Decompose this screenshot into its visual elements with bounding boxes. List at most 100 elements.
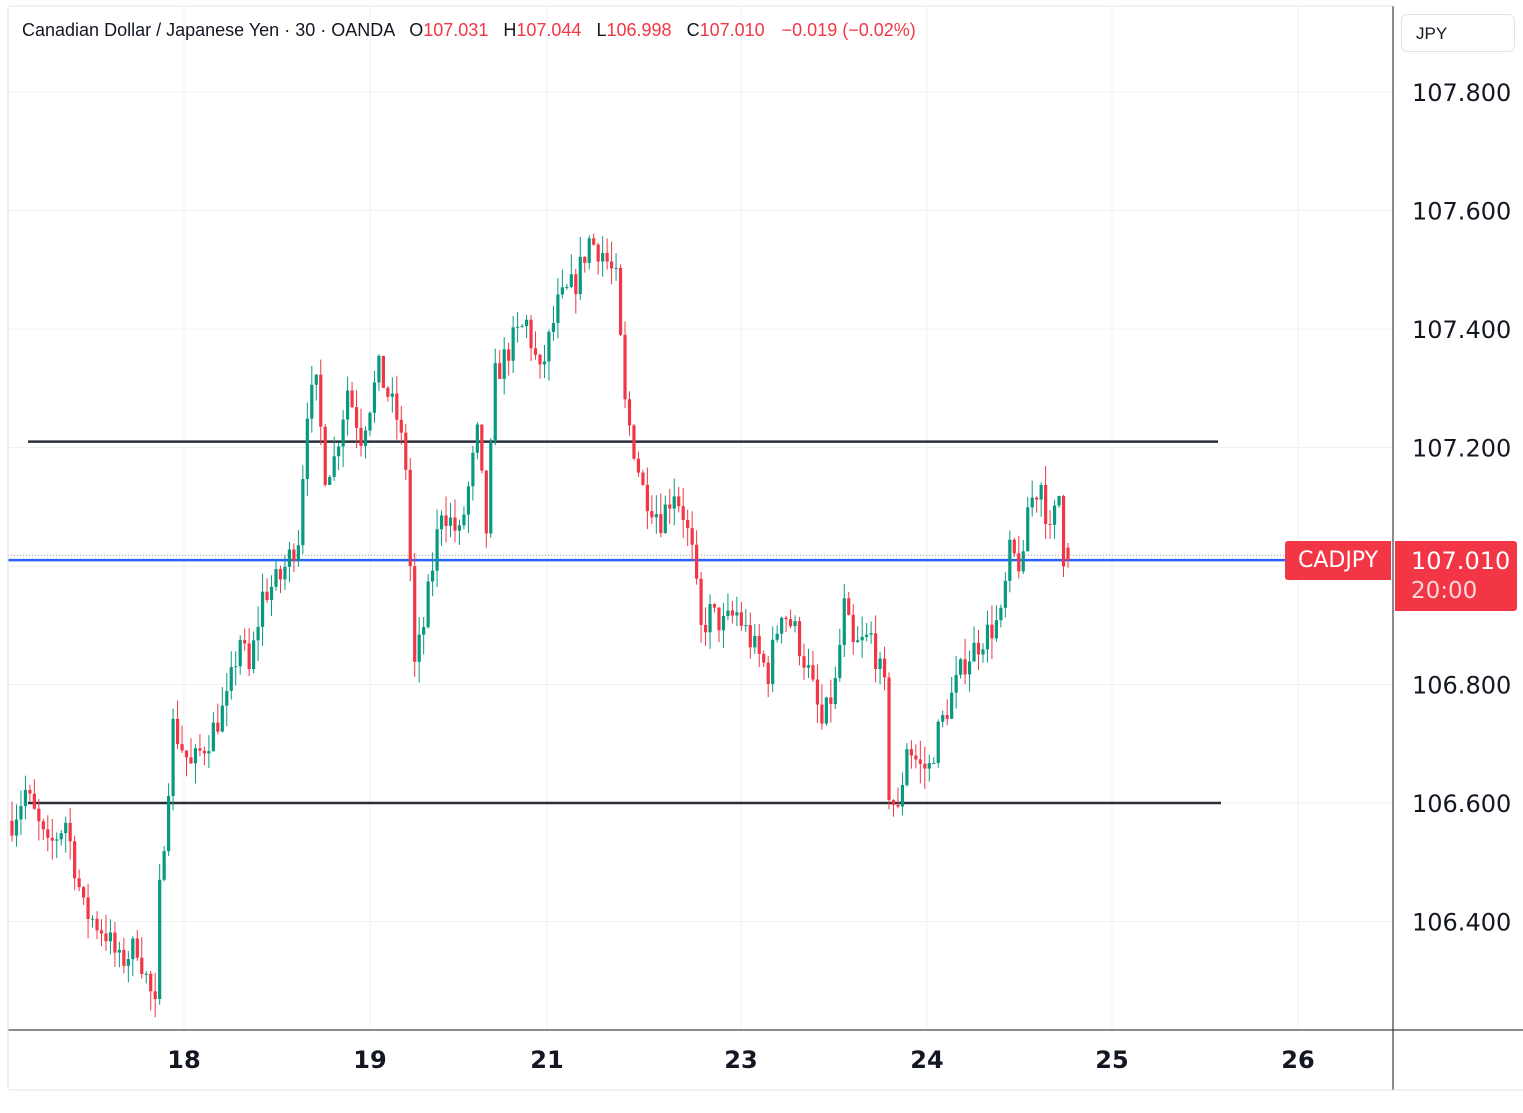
candle xyxy=(1066,543,1070,568)
candle-body xyxy=(856,640,860,642)
candle-body xyxy=(851,614,855,642)
candle-body xyxy=(511,327,515,361)
candle-body xyxy=(636,458,641,473)
candle-body xyxy=(578,256,582,295)
candle xyxy=(824,696,828,726)
candle-body xyxy=(23,789,28,807)
y-axis-labels: 107.800 107.600 107.400 107.200 106.800 106.6… xyxy=(1412,79,1511,937)
candle xyxy=(216,703,220,735)
candle xyxy=(592,233,596,246)
candle xyxy=(431,552,435,597)
candle-body xyxy=(847,598,851,615)
candle xyxy=(882,646,887,691)
candle xyxy=(247,628,251,676)
candle xyxy=(636,451,641,477)
open-value: 107.031 xyxy=(423,20,489,40)
candle-body xyxy=(162,851,166,880)
candle xyxy=(37,798,41,841)
candle-body xyxy=(37,808,41,822)
candle xyxy=(569,254,573,289)
candle-body xyxy=(820,704,824,724)
candle-body xyxy=(247,643,251,670)
candle-body xyxy=(229,667,233,691)
candle-body xyxy=(882,658,887,678)
candle xyxy=(820,684,824,730)
candle-body xyxy=(703,624,708,633)
candle-body xyxy=(238,640,242,667)
currency-button[interactable]: JPY xyxy=(1401,14,1515,52)
candle xyxy=(842,584,846,658)
candle-body xyxy=(838,644,842,678)
candle xyxy=(386,385,390,402)
x-axis-labels: 18 19 21 23 24 25 26 xyxy=(167,1046,1314,1074)
candle-body xyxy=(498,363,502,379)
candle xyxy=(435,509,439,587)
candle-body xyxy=(55,839,59,841)
candle-body xyxy=(923,763,927,769)
candle xyxy=(744,609,748,632)
candle xyxy=(618,264,623,337)
candle xyxy=(453,499,457,543)
candle-body xyxy=(802,656,806,668)
candle-body xyxy=(627,399,632,426)
candle xyxy=(1030,480,1034,517)
candle-body xyxy=(1044,484,1048,524)
candle xyxy=(659,493,663,538)
candle-body xyxy=(936,721,940,763)
candle-body xyxy=(484,470,488,534)
candle-body xyxy=(967,661,972,675)
chart-grid xyxy=(8,6,1393,1030)
candle xyxy=(1021,540,1025,575)
candle xyxy=(1035,496,1039,513)
candle-body xyxy=(547,331,551,362)
candle-body xyxy=(243,640,247,644)
candle-body xyxy=(824,697,828,724)
candle xyxy=(337,442,341,471)
candle xyxy=(1057,495,1061,509)
candle-body xyxy=(887,677,891,801)
candle xyxy=(507,342,511,376)
candle-body xyxy=(918,759,922,764)
candle-body xyxy=(583,256,587,263)
candle-body xyxy=(408,469,412,567)
candle xyxy=(1039,482,1043,517)
candle xyxy=(793,615,797,633)
candle-body xyxy=(202,750,207,754)
candle-body xyxy=(793,621,797,627)
candle xyxy=(596,242,600,275)
candle-body xyxy=(475,424,479,453)
candle-body xyxy=(345,390,350,420)
candle-body xyxy=(784,617,788,620)
candle xyxy=(390,377,394,413)
candle xyxy=(131,936,135,977)
candle xyxy=(10,801,14,842)
candle-body xyxy=(216,722,220,732)
candle-body xyxy=(596,244,600,262)
y-tick-label: 107.200 xyxy=(1412,435,1511,463)
candle xyxy=(323,423,327,487)
candle-body xyxy=(623,334,627,400)
candle-body xyxy=(601,252,605,262)
candle xyxy=(739,601,743,631)
candle-body xyxy=(439,515,444,530)
candle-body xyxy=(699,578,703,625)
candle xyxy=(574,268,578,314)
candle xyxy=(721,603,726,649)
candle-body xyxy=(90,918,95,920)
y-tick-label: 107.800 xyxy=(1412,79,1511,107)
candle xyxy=(238,635,242,675)
candle-body xyxy=(126,959,130,966)
candle xyxy=(605,238,609,270)
candle-body xyxy=(256,626,260,641)
candle-body xyxy=(963,659,967,675)
candle-body xyxy=(319,374,323,427)
candle xyxy=(905,743,909,787)
candle-body xyxy=(337,446,341,457)
candle xyxy=(269,575,274,617)
candle xyxy=(560,269,564,299)
candle-body xyxy=(466,486,471,515)
candle xyxy=(900,772,905,816)
candle xyxy=(377,354,381,392)
close-value: 107.010 xyxy=(699,20,765,40)
